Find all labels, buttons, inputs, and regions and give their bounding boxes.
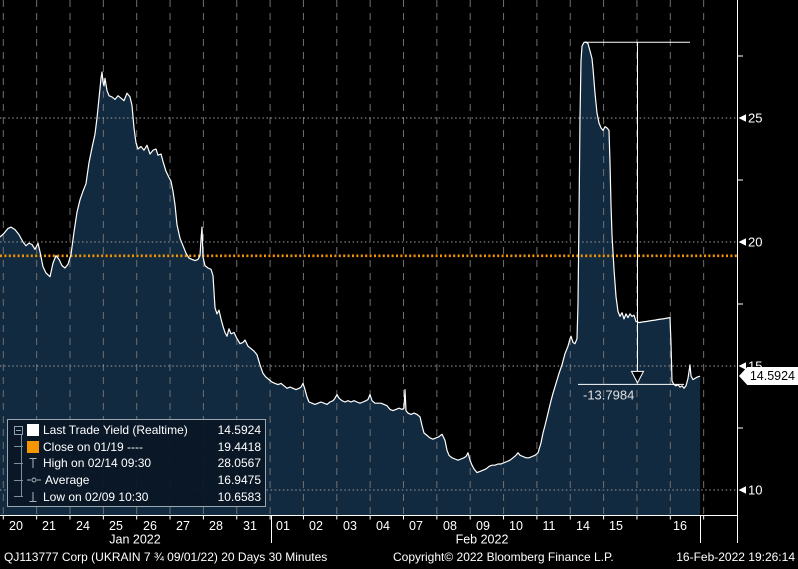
legend-label: High on 02/14 09:30: [43, 456, 152, 471]
orange-square-icon: [27, 440, 39, 453]
x-axis-day-label: 27: [176, 519, 190, 533]
legend-tree-stub: [14, 446, 23, 448]
x-axis-day-label: 28: [209, 519, 223, 533]
svg-text:10: 10: [748, 483, 762, 498]
x-axis-day-label: 21: [42, 519, 56, 533]
svg-text:25: 25: [748, 111, 762, 126]
white-square-icon: [27, 424, 39, 437]
legend-collapse-icon[interactable]: [14, 425, 23, 435]
x-axis-day-label: 20: [9, 519, 23, 533]
x-axis-day-label: 10: [509, 519, 523, 533]
legend-label: Low on 02/09 10:30: [43, 489, 149, 504]
x-axis-day-label: 11: [543, 519, 556, 533]
drop-annotation: -13.7984: [578, 41, 690, 402]
x-axis-month-label: Jan 2022: [109, 533, 160, 547]
legend-tree-stub: [14, 462, 23, 464]
legend-tree-stub: [14, 496, 23, 498]
last-price-axis-tag: 14.5924: [739, 367, 798, 385]
price-chart-canvas[interactable]: -13.7984 25 20 15 10 20 21 24 25 26 27 28 31 01 02 03 04…: [0, 0, 798, 547]
legend-row-average[interactable]: Average 16.9475: [14, 472, 261, 489]
x-axis-day-label: 31: [243, 519, 257, 533]
legend-label: Average: [45, 473, 90, 488]
x-axis-day-label: 08: [443, 519, 457, 533]
legend-row-close[interactable]: Close on 01/19 ---- 19.4418: [14, 439, 261, 456]
legend-label: Close on 01/19 ----: [43, 439, 144, 454]
legend-label: Last Trade Yield (Realtime): [43, 423, 188, 438]
legend-value: 19.4418: [217, 439, 261, 454]
x-axis-day-label: 24: [76, 519, 90, 533]
yield-area-fill: [0, 42, 700, 515]
low-marker-icon: [29, 491, 37, 502]
average-marker-icon: [27, 477, 41, 483]
security-description: QJ113777 Corp (UKRAIN 7 ¾ 09/01/22) 20 D…: [4, 550, 328, 564]
x-axis-day-label: 01: [276, 519, 290, 533]
x-axis-day-label: 16: [673, 519, 687, 533]
legend-row-last-trade[interactable]: Last Trade Yield (Realtime) 14.5924: [14, 422, 261, 439]
x-axis-month-label: Feb 2022: [456, 533, 509, 547]
x-axis-day-label: 09: [476, 519, 490, 533]
legend-value: 28.0567: [217, 456, 261, 471]
x-axis-day-label: 07: [409, 519, 423, 533]
x-axis-band: 20 21 24 25 26 27 28 31 01 02 03 04 07 08 09 10 11 14 15 16…: [2, 515, 705, 547]
legend-value: 10.6583: [217, 489, 261, 504]
x-axis-day-label: 03: [343, 519, 357, 533]
copyright-text: Copyright© 2022 Bloomberg Finance L.P.: [393, 550, 614, 564]
legend-tree-rail: [21, 435, 22, 497]
drop-annotation-label: -13.7984: [583, 387, 634, 402]
legend-row-low[interactable]: Low on 02/09 10:30 10.6583: [14, 488, 261, 505]
legend-value: 14.5924: [217, 423, 261, 438]
yield-price-line: [0, 41, 701, 474]
x-axis-day-label: 25: [109, 519, 123, 533]
legend-value: 16.9475: [217, 473, 261, 488]
chart-legend[interactable]: Last Trade Yield (Realtime) 14.5924 Clos…: [7, 419, 266, 507]
x-axis-day-label: 14: [576, 519, 590, 533]
x-axis-day-label: 26: [143, 519, 157, 533]
status-bar: QJ113777 Corp (UKRAIN 7 ¾ 09/01/22) 20 D…: [0, 547, 798, 569]
svg-text:20: 20: [748, 235, 762, 250]
x-axis-day-label: 04: [376, 519, 390, 533]
terminal-datetime: 16-Feb-2022 19:26:14: [676, 550, 795, 564]
x-axis-day-label: 15: [609, 519, 623, 533]
x-axis-day-label: 02: [309, 519, 323, 533]
legend-tree-stub: [14, 479, 23, 481]
legend-row-high[interactable]: High on 02/14 09:30 28.0567: [14, 455, 261, 472]
high-marker-icon: [29, 458, 37, 469]
